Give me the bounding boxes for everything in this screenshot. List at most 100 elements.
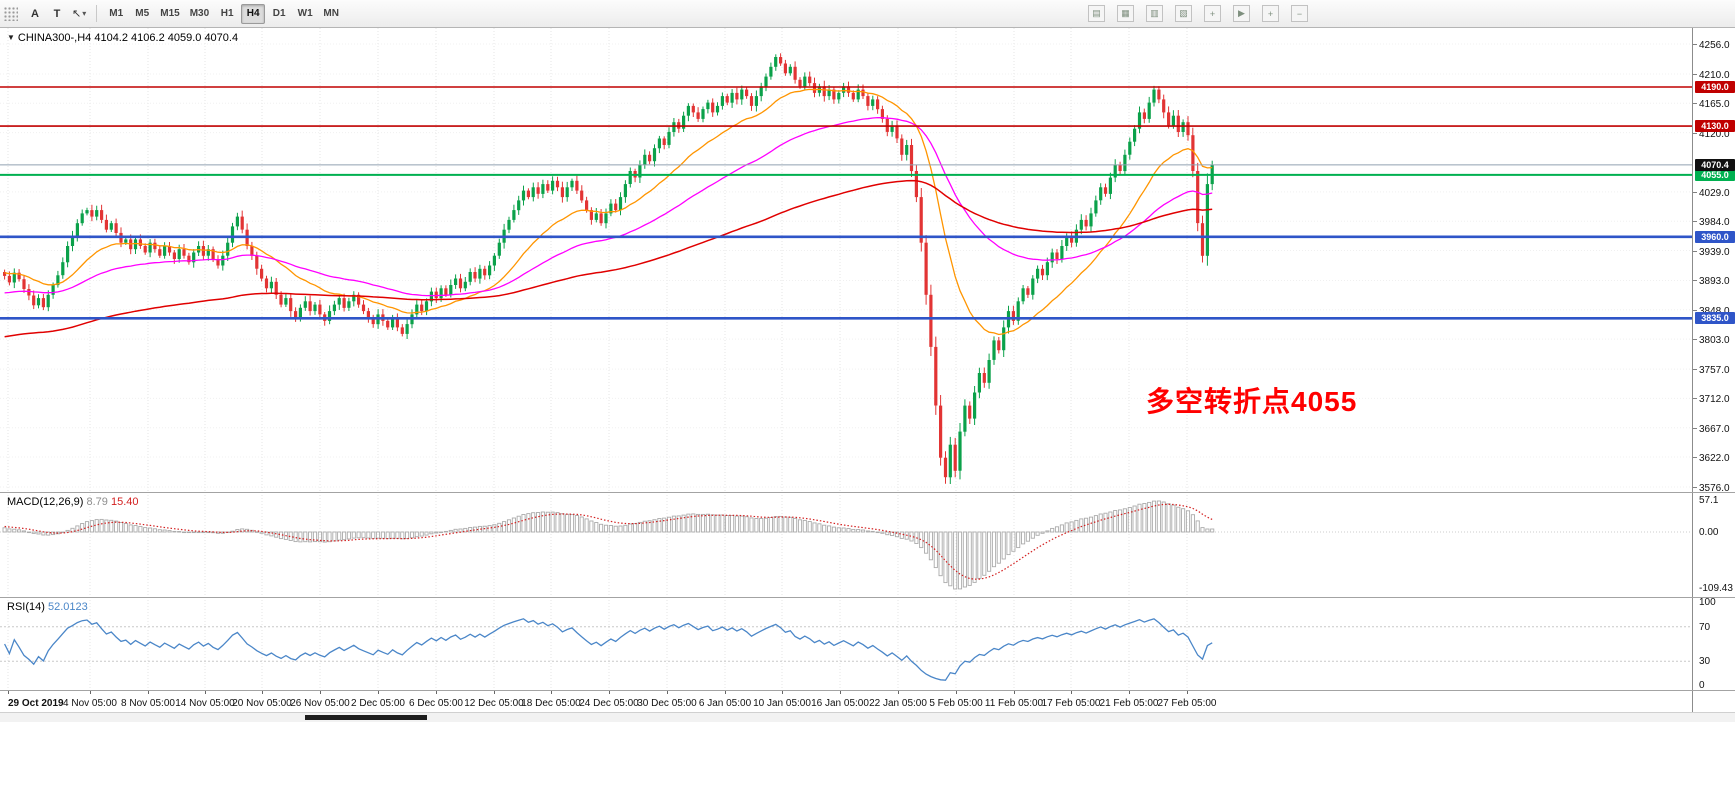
y-tick-mark (1693, 487, 1697, 488)
timeframe-button-m1[interactable]: M1 (104, 4, 128, 24)
panel-separator[interactable] (0, 492, 1735, 493)
y-tick-label: 3803.0 (1699, 335, 1730, 347)
candles (3, 53, 1214, 484)
timeframe-button-h1[interactable]: H1 (215, 4, 239, 24)
moving-averages (4, 88, 1213, 338)
y-tick-label: 4165.0 (1699, 99, 1730, 111)
y-tick-mark (1693, 310, 1697, 311)
y-tick-mark (1693, 398, 1697, 399)
x-tick-mark (494, 690, 495, 694)
x-tick-mark (378, 690, 379, 694)
y-tick-mark (1693, 369, 1697, 370)
y-tick-label: 3667.0 (1699, 423, 1730, 435)
label-tool-button[interactable]: A (25, 4, 45, 24)
price-chart[interactable] (0, 28, 1692, 492)
x-tick-mark (609, 690, 610, 694)
horizontal-lines[interactable] (0, 86, 1692, 320)
profiles-icon[interactable]: ▦ (1117, 5, 1134, 22)
macd-axis-label: -109.43 (1699, 583, 1733, 594)
x-tick-mark (436, 690, 437, 694)
zoom-out-icon[interactable]: − (1291, 5, 1308, 22)
timeframe-button-m5[interactable]: M5 (130, 4, 154, 24)
y-tick-label: 3576.0 (1699, 483, 1730, 494)
macd-header: MACD(12,26,9) 8.79 15.40 (7, 496, 139, 508)
rsi-axis-label: 100 (1699, 597, 1716, 608)
y-tick-mark (1693, 192, 1697, 193)
chart-header: ▼ CHINA300-,H4 4104.2 4106.2 4059.0 4070.… (7, 32, 238, 44)
crosshair-dropdown-button[interactable]: ↖ ▾ (69, 4, 89, 24)
new-chart-icon[interactable]: ▤ (1088, 5, 1105, 22)
gridlines (0, 28, 1692, 492)
scrollbar-thumb[interactable] (305, 715, 427, 720)
navigator-icon[interactable]: ▧ (1175, 5, 1192, 22)
time-axis[interactable]: 29 Oct 2019 4 Nov 05:00 8 Nov 05:00 14 Nov … (0, 690, 1692, 712)
market-watch-icon[interactable]: ▥ (1146, 5, 1163, 22)
x-tick-label: 11 Feb 05:00 (984, 698, 1044, 709)
toolbar-gripper-icon (4, 6, 18, 21)
x-tick-mark (90, 690, 91, 694)
cursor-icon: ↖ (72, 8, 82, 20)
x-tick-mark (262, 690, 263, 694)
new-order-icon[interactable]: + (1204, 5, 1221, 22)
y-tick-mark (1693, 280, 1697, 281)
price-level-tag: 4130.0 (1695, 120, 1735, 133)
price-level-tag: 4190.0 (1695, 80, 1735, 93)
panel-separator (0, 690, 1735, 691)
y-tick-label: 3712.0 (1699, 394, 1730, 406)
x-tick-label: 26 Nov 05:00 (290, 698, 350, 709)
y-tick-label: 4120.0 (1699, 128, 1730, 140)
x-tick-mark (898, 690, 899, 694)
gridlines (0, 597, 1692, 690)
x-tick-mark (667, 690, 668, 694)
x-tick-label: 2 Dec 05:00 (351, 698, 405, 709)
y-tick-label: 3622.0 (1699, 453, 1730, 465)
timeframe-button-m30[interactable]: M30 (186, 4, 213, 24)
x-tick-mark (551, 690, 552, 694)
autotrading-icon[interactable]: ▶ (1233, 5, 1250, 22)
x-tick-mark (1014, 690, 1015, 694)
y-tick-mark (1693, 457, 1697, 458)
timeframe-buttons: M1 M5 M15 M30 H1 H4 D1 W1 MN (103, 3, 344, 24)
x-tick-mark (1187, 690, 1188, 694)
macd-chart[interactable] (0, 492, 1692, 597)
rsi-chart[interactable] (0, 597, 1692, 690)
horizontal-scrollbar[interactable] (0, 712, 1735, 722)
main-chart-panel[interactable]: ▼ CHINA300-,H4 4104.2 4106.2 4059.0 4070.… (0, 28, 1692, 492)
timeframe-button-w1[interactable]: W1 (293, 4, 317, 24)
y-tick-mark (1693, 133, 1697, 134)
x-tick-label: 24 Dec 05:00 (579, 698, 639, 709)
macd-signal-line (4, 503, 1213, 580)
chart-title: CHINA300-,H4 4104.2 4106.2 4059.0 4070.4 (17, 32, 239, 44)
y-tick-label: 3984.0 (1699, 217, 1730, 229)
y-tick-mark (1693, 339, 1697, 340)
x-tick-label: 5 Feb 05:00 (929, 698, 983, 709)
x-tick-label: 10 Jan 05:00 (753, 698, 811, 709)
text-tool-button[interactable]: T (47, 4, 67, 24)
x-tick-mark (782, 690, 783, 694)
x-tick-mark (956, 690, 957, 694)
toolbar-separator (96, 5, 98, 22)
y-tick-mark (1693, 103, 1697, 104)
timeframe-button-mn[interactable]: MN (319, 4, 343, 24)
rsi-label: RSI(14) (7, 601, 45, 613)
macd-panel[interactable]: MACD(12,26,9) 8.79 15.40 (0, 492, 1692, 597)
x-tick-label: 14 Nov 05:00 (175, 698, 235, 709)
panel-separator[interactable] (0, 597, 1735, 598)
collapse-triangle-icon[interactable]: ▼ (7, 33, 15, 42)
rsi-axis-label: 0 (1699, 680, 1705, 691)
macd-label: MACD(12,26,9) (7, 496, 84, 508)
x-tick-label: 30 Dec 05:00 (637, 698, 697, 709)
macd-histogram (2, 500, 1215, 590)
timeframe-button-m15[interactable]: M15 (156, 4, 183, 24)
x-tick-label: 8 Nov 05:00 (121, 698, 175, 709)
macd-axis-label: 0.00 (1699, 527, 1719, 538)
zoom-in-icon[interactable]: + (1262, 5, 1279, 22)
y-tick-mark (1693, 74, 1697, 75)
price-axis[interactable]: 4256.0 4210.0 4165.0 4120.0 4029.0 3984.0 3939… (1692, 28, 1735, 712)
x-tick-mark (8, 690, 9, 694)
price-level-tag: 4055.0 (1695, 168, 1735, 181)
timeframe-button-d1[interactable]: D1 (267, 4, 291, 24)
rsi-panel[interactable]: RSI(14) 52.0123 (0, 597, 1692, 690)
x-tick-mark (148, 690, 149, 694)
timeframe-button-h4[interactable]: H4 (241, 3, 266, 24)
